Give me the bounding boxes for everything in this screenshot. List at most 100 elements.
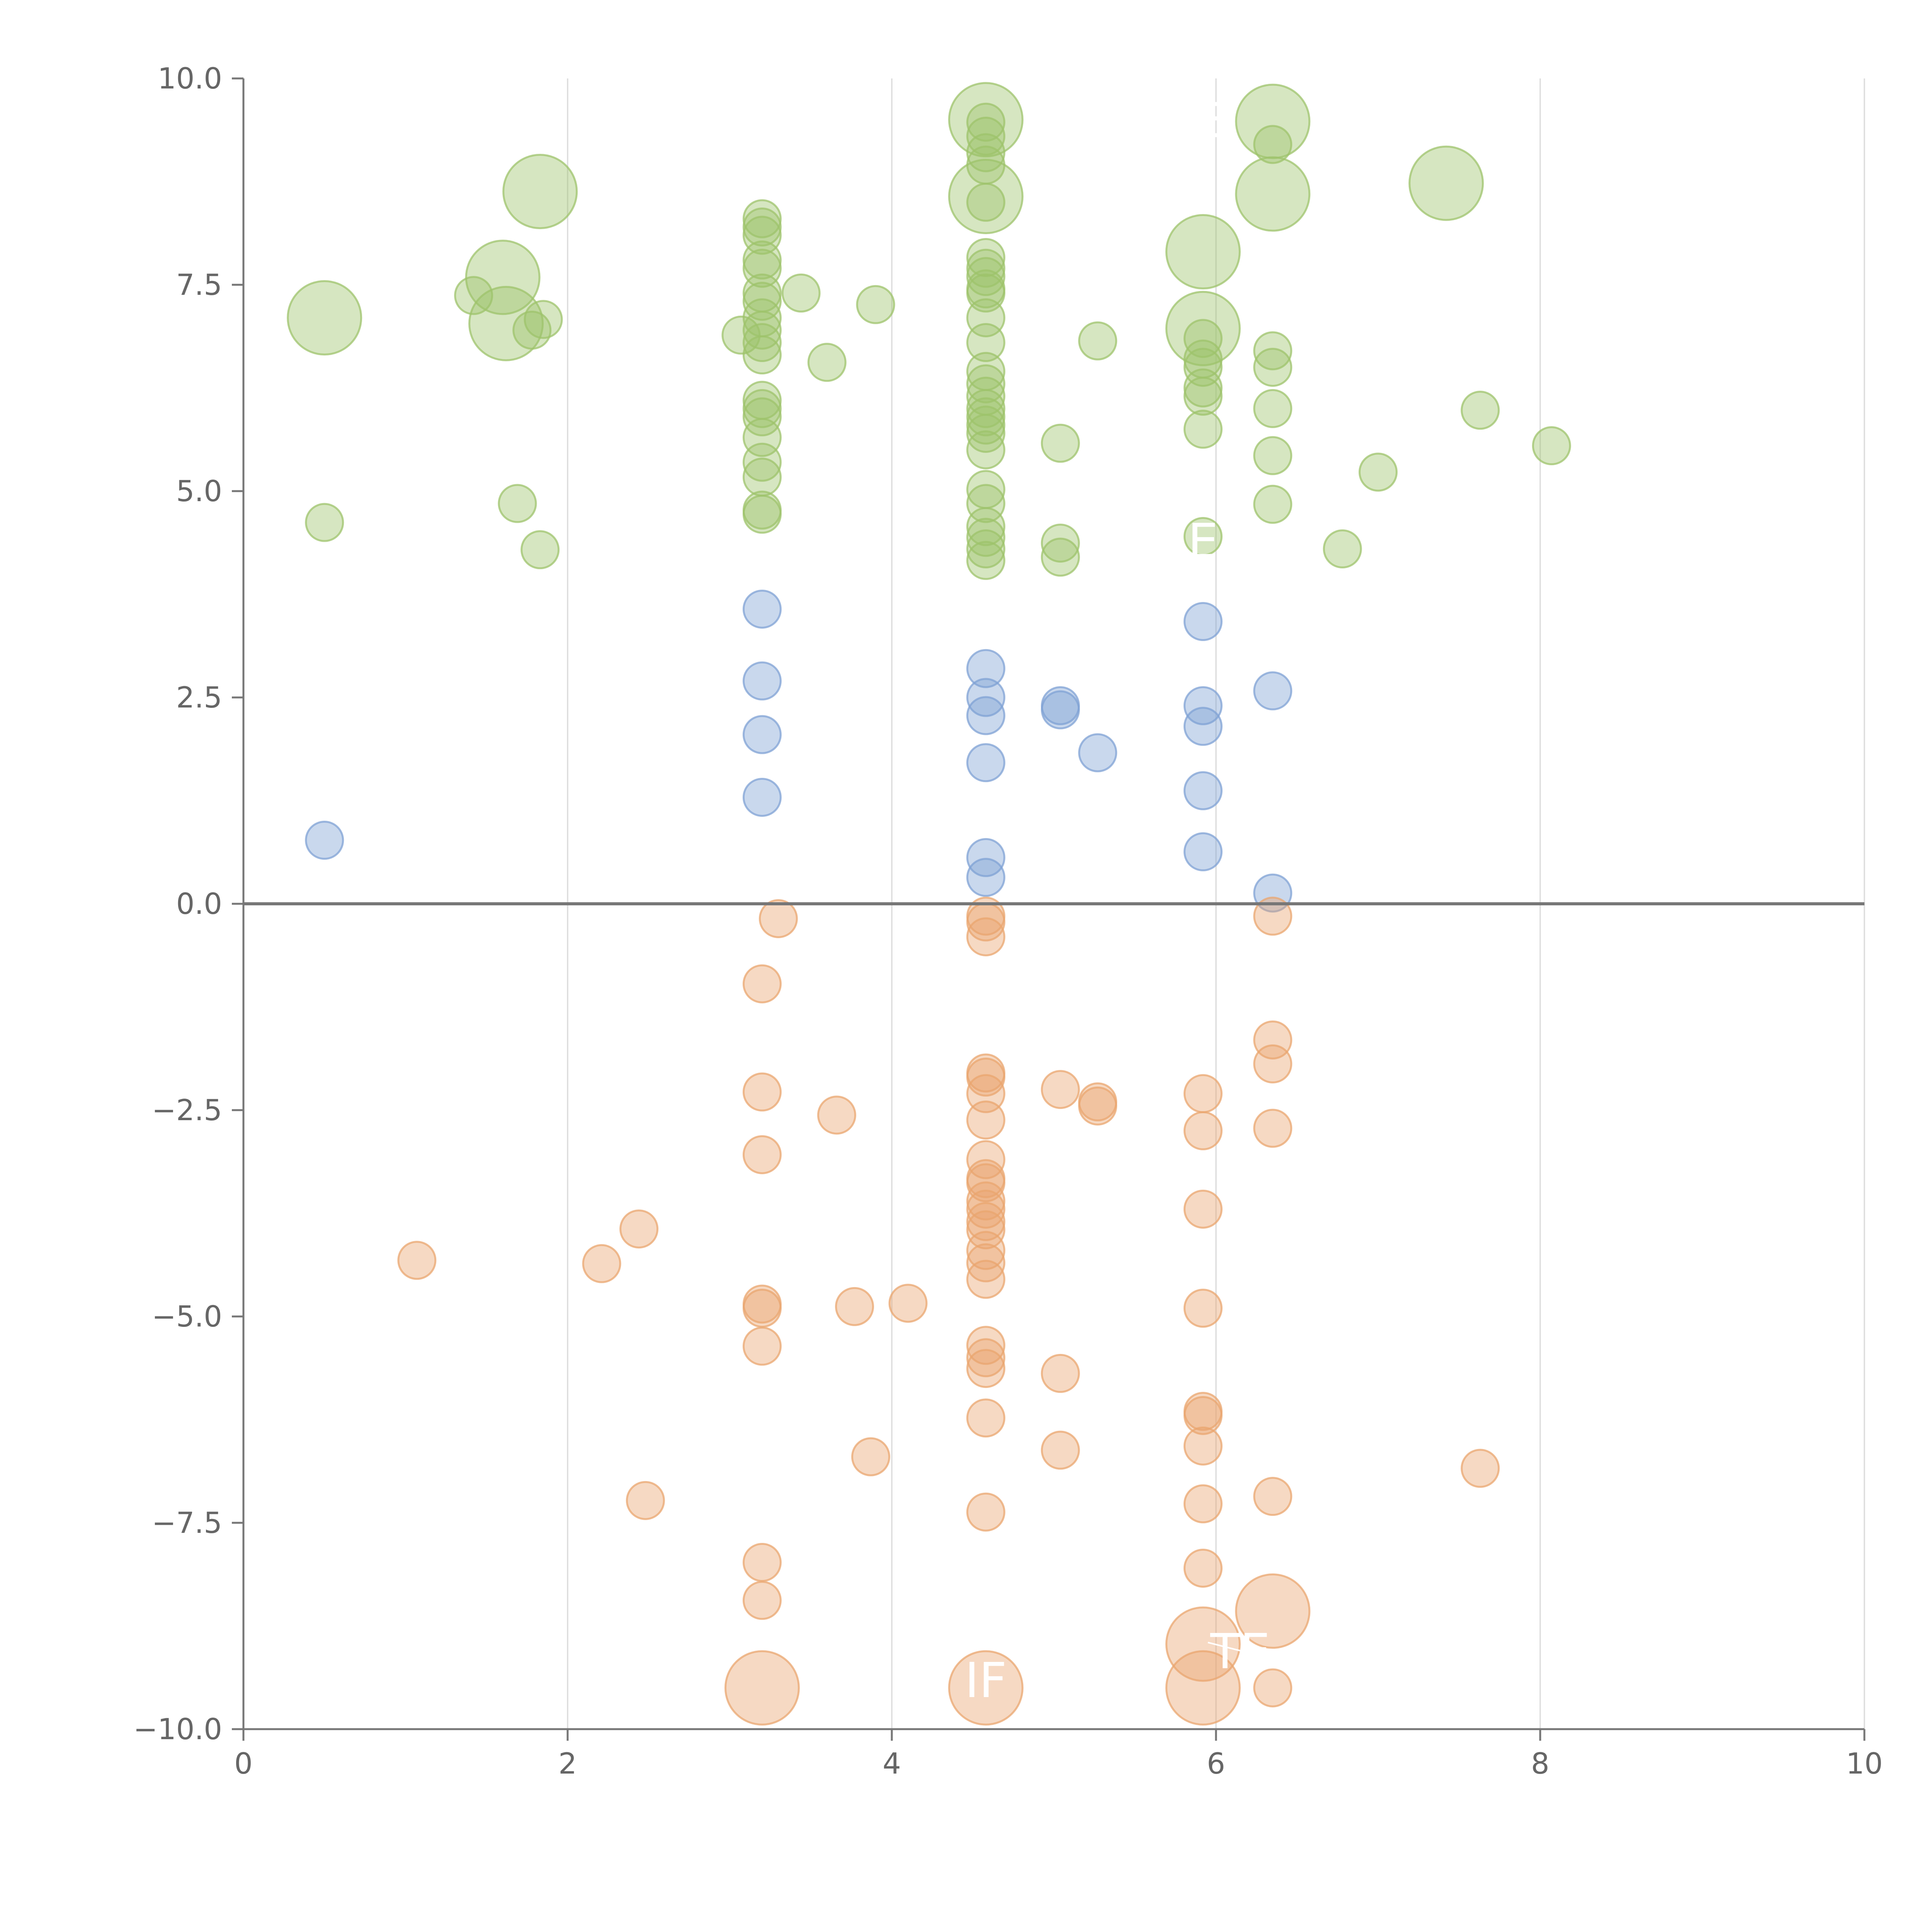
bubble-point-s1-8 <box>966 743 1005 782</box>
y-tick-label: 2.5 <box>176 680 222 714</box>
bubble-point-s2-43 <box>1041 1430 1080 1470</box>
bubble-point-s0-61 <box>1041 423 1080 463</box>
annotation-leader-3 <box>1208 1641 1241 1652</box>
bubble-point-s2-63 <box>1253 1668 1293 1708</box>
bubble-point-s2-35 <box>966 1260 1005 1299</box>
bubble-point-s0-1 <box>305 503 344 542</box>
bubble-point-s0-38 <box>966 145 1005 185</box>
bubble-point-s1-4 <box>742 777 782 817</box>
bubble-point-s0-6 <box>512 310 552 350</box>
bubble-point-s2-58 <box>1253 896 1293 936</box>
bubble-point-s0-32 <box>856 285 895 324</box>
bubble-point-s2-5 <box>742 1072 782 1112</box>
bubble-point-s2-1 <box>582 1244 621 1283</box>
annotation-label-2: IF <box>965 1653 1007 1709</box>
bubble-point-s0-29 <box>742 495 782 534</box>
bubble-point-s0-51 <box>966 397 1005 437</box>
bubble-point-s2-14 <box>817 1095 856 1135</box>
bubble-point-s2-55 <box>1183 1484 1223 1524</box>
y-tick-label: 7.5 <box>176 268 222 302</box>
y-tick-label: 5.0 <box>176 474 222 508</box>
bubble-point-s0-26 <box>742 442 782 482</box>
bubble-point-s0-12 <box>742 207 782 247</box>
bubble-point-s0-34 <box>948 158 1024 234</box>
bubble-point-s0-77 <box>1253 331 1293 371</box>
bubble-point-s0-67 <box>1183 319 1223 358</box>
bubble-point-s2-16 <box>851 1437 890 1476</box>
bubble-point-s2-50 <box>1183 1189 1223 1229</box>
bubble-point-s0-70 <box>1183 368 1223 408</box>
bubble-point-s0-57 <box>966 507 1005 546</box>
bubble-point-s1-18 <box>1183 832 1223 871</box>
bubble-point-s0-9 <box>520 530 560 570</box>
bubble-point-s0-30 <box>781 273 821 313</box>
bubble-point-s0-27 <box>742 457 782 497</box>
bubble-point-s2-53 <box>1183 1396 1223 1435</box>
bubble-point-s2-46 <box>1165 1606 1241 1682</box>
bubble-point-s0-80 <box>1253 436 1293 475</box>
bubble-point-s1-5 <box>966 649 1005 688</box>
bubble-point-s2-17 <box>888 1284 928 1323</box>
bubble-point-s2-4 <box>742 964 782 1003</box>
bubble-point-s2-47 <box>1165 1650 1241 1726</box>
bubble-point-s2-60 <box>1253 1044 1293 1083</box>
y-tick-label: −10.0 <box>133 1712 222 1746</box>
bubble-point-s0-85 <box>1461 391 1500 430</box>
bubble-point-s0-60 <box>966 541 1005 580</box>
bubble-point-s2-39 <box>966 1398 1005 1438</box>
bubble-point-s0-81 <box>1253 485 1293 524</box>
bubble-point-s1-0 <box>305 821 344 860</box>
bubble-point-s0-69 <box>1183 348 1223 387</box>
bubble-point-s1-17 <box>1183 771 1223 810</box>
x-tick-label: 10 <box>1846 1747 1883 1781</box>
annotations: CE E IF TE <box>965 93 1270 1709</box>
axes: −10.0 −7.5 −5.0 −2.5 0.0 2.5 5.0 7.5 10.0 0 2 4 6 8 10 <box>133 61 1883 1781</box>
bubble-point-s0-63 <box>1041 537 1080 577</box>
bubble-point-s0-53 <box>966 413 1005 453</box>
bubble-point-s2-37 <box>966 1338 1005 1378</box>
bubble-point-s0-39 <box>966 182 1005 222</box>
bubble-point-s2-33 <box>966 1231 1005 1270</box>
bubble-point-s0-82 <box>1323 529 1362 569</box>
bubble-layer <box>287 82 1571 1726</box>
bubble-point-s1-15 <box>1183 686 1223 725</box>
bubble-point-s1-10 <box>966 858 1005 897</box>
bubble-point-s1-12 <box>1041 690 1080 730</box>
bubble-point-s2-61 <box>1253 1109 1293 1148</box>
bubble-point-s2-59 <box>1253 1020 1293 1060</box>
bubble-point-s0-35 <box>966 102 1005 142</box>
bubble-point-s2-15 <box>835 1287 874 1326</box>
bubble-point-s0-21 <box>742 335 782 375</box>
bubble-point-s0-24 <box>742 397 782 437</box>
bubble-point-s2-54 <box>1183 1426 1223 1466</box>
bubble-point-s2-56 <box>1183 1548 1223 1588</box>
bubble-point-s2-32 <box>966 1210 1005 1250</box>
bubble-point-s1-1 <box>742 589 782 629</box>
bubble-point-s0-56 <box>966 484 1005 523</box>
bubble-point-s2-40 <box>966 1492 1005 1532</box>
bubble-point-s0-3 <box>465 240 541 315</box>
bubble-point-s2-41 <box>1041 1070 1080 1109</box>
y-tick-label: −7.5 <box>152 1506 222 1540</box>
x-tick-label: 8 <box>1531 1747 1549 1781</box>
bubble-point-s2-11 <box>742 1581 782 1620</box>
bubble-point-s0-37 <box>966 133 1005 172</box>
bubble-point-s2-51 <box>1183 1289 1223 1328</box>
x-tick-label: 4 <box>883 1747 901 1781</box>
bubble-point-s2-21 <box>966 917 1005 956</box>
bubble-point-s0-79 <box>1253 389 1293 428</box>
bubble-point-s1-7 <box>966 696 1005 735</box>
bubble-point-s0-84 <box>1408 145 1484 221</box>
bubble-point-s2-45 <box>1078 1086 1117 1126</box>
bubble-point-s2-36 <box>966 1326 1005 1365</box>
bubble-point-s2-2 <box>619 1209 659 1249</box>
bubble-point-s0-54 <box>966 430 1005 469</box>
bubble-point-s1-13 <box>1078 733 1117 772</box>
y-tick-label: −2.5 <box>152 1093 222 1127</box>
bubble-point-s2-64 <box>1461 1449 1500 1488</box>
bubble-point-s2-57 <box>1235 1573 1311 1649</box>
bubble-point-s0-58 <box>966 518 1005 557</box>
x-tick-label: 2 <box>558 1747 577 1781</box>
